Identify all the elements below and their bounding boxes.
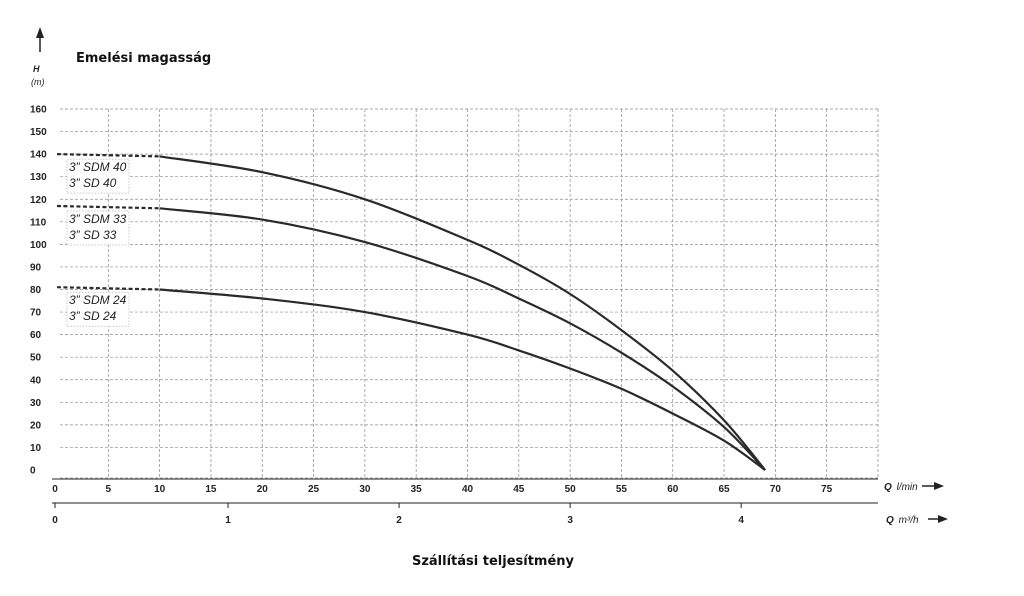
series-line-dashed	[56, 204, 160, 210]
x-tick-label: 65	[719, 484, 731, 495]
x-axis-secondary-arrow-icon	[938, 515, 948, 523]
series-label-box	[66, 210, 130, 246]
series-line-dashed	[56, 153, 160, 158]
y-tick-label: 90	[30, 262, 42, 273]
series-line-dashed	[56, 286, 160, 291]
x-axis-primary-ticks: 0 5 10 15 20 25 30 35 40 45 50 55 60 65 70 75	[52, 484, 832, 495]
y-axis-arrow-icon	[36, 27, 44, 38]
x-axis-secondary-unit: m³/h	[899, 515, 919, 526]
x-tick-label: 25	[308, 484, 320, 495]
x-axis-primary-unit: l/min	[897, 482, 919, 493]
x-tick-label: 35	[411, 484, 423, 495]
series-label: 3” SD 33	[69, 228, 117, 242]
x-tick-label: 20	[257, 484, 269, 495]
y-axis-symbol: H	[33, 64, 40, 74]
x-axis-secondary-ticks: 0 1 2 3 4	[52, 503, 744, 526]
x-tick-label: 60	[667, 484, 679, 495]
series-line	[159, 207, 766, 471]
x-tick-label: 75	[821, 484, 833, 495]
series-label-box	[66, 291, 130, 327]
x-tick-label: 70	[770, 484, 782, 495]
series-label: 3” SDM 24	[69, 293, 127, 307]
x-axis-primary-symbol: Q	[884, 482, 892, 493]
series-line	[159, 155, 766, 471]
grid	[60, 108, 879, 479]
y-tick-label: 50	[30, 353, 42, 364]
y-tick-label: 110	[30, 217, 47, 228]
x-axis-secondary-symbol: Q	[886, 515, 894, 526]
x-tick-label: 5	[106, 484, 112, 495]
y-tick-label: 130	[30, 172, 47, 183]
x-tick-label: 15	[205, 484, 217, 495]
x-tick-label: 30	[359, 484, 371, 495]
y-tick-label: 0	[30, 466, 36, 477]
y-tick-label: 160	[30, 105, 47, 116]
x-axis-secondary-label: Q m³/h	[886, 515, 919, 526]
x-tick-label: 55	[616, 484, 628, 495]
x-tick-label: 40	[462, 484, 474, 495]
x-axis-primary-label: Q l/min	[884, 482, 918, 493]
y-tick-label: 140	[30, 150, 47, 161]
x-tick-label: 50	[565, 484, 577, 495]
x2-tick-label: 3	[567, 515, 573, 526]
series-label-box	[66, 158, 130, 194]
chart-title: Emelési magasság	[76, 51, 211, 66]
x2-tick-label: 1	[225, 515, 231, 526]
x-tick-label: 10	[154, 484, 166, 495]
series	[56, 153, 766, 471]
y-tick-label: 10	[30, 443, 42, 454]
series-labels: 3” SDM 40 3” SD 40 3” SDM 33 3” SD 33 3” SDM…	[66, 158, 130, 327]
y-tick-label: 150	[30, 127, 47, 138]
x2-tick-label: 0	[52, 515, 58, 526]
series-label: 3” SDM 40	[69, 160, 127, 174]
y-tick-label: 80	[30, 285, 42, 296]
y-axis-unit: (m)	[31, 77, 45, 87]
y-tick-label: 70	[30, 308, 42, 319]
series-label: 3” SD 40	[69, 176, 117, 190]
y-axis-ticks: 0 10 20 30 40 50 60 70 80 90 100 110 120 130 140 150 160	[30, 105, 47, 477]
x-axis-primary-arrow-icon	[934, 482, 944, 490]
x2-tick-label: 2	[396, 515, 402, 526]
y-tick-label: 100	[30, 240, 47, 251]
series-label: 3” SD 24	[69, 309, 117, 323]
x-axis-title: Szállítási teljesítmény	[412, 554, 575, 569]
y-tick-label: 40	[30, 375, 42, 386]
series-line	[159, 288, 766, 471]
y-tick-label: 60	[30, 330, 42, 341]
y-tick-label: 20	[30, 420, 42, 431]
x2-tick-label: 4	[738, 515, 744, 526]
x-tick-label: 45	[513, 484, 525, 495]
axes: H (m) Emelési magasság Q l/min Q m³/h Sz…	[31, 27, 948, 569]
y-tick-label: 120	[30, 195, 47, 206]
y-tick-label: 30	[30, 398, 42, 409]
series-label: 3” SDM 33	[69, 212, 127, 226]
x-tick-label: 0	[52, 484, 58, 495]
